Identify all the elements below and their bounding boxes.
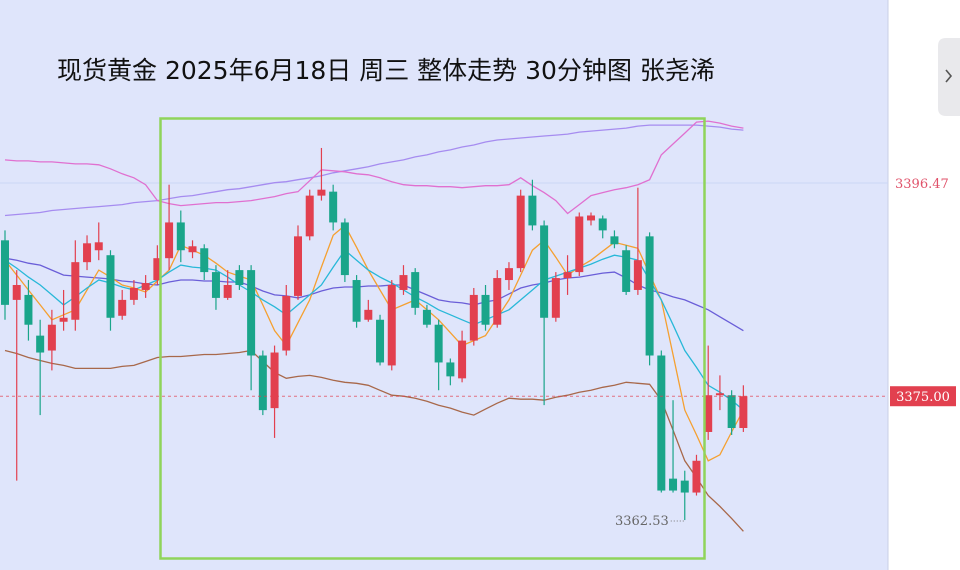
candle-body	[211, 272, 220, 298]
last-price-label: 3375.00	[896, 390, 950, 405]
candle-body	[434, 324, 443, 363]
candle-body	[24, 294, 33, 325]
candle-body	[47, 324, 56, 351]
candle-body	[715, 393, 724, 396]
candle-body	[551, 278, 560, 318]
low-label: 3362.53	[615, 514, 669, 529]
candle-body	[106, 255, 115, 318]
candle-body	[657, 355, 666, 491]
candle-body	[422, 309, 431, 325]
candle-body	[680, 480, 689, 493]
candle-body	[481, 294, 490, 325]
candle-body	[540, 225, 549, 318]
candle-body	[563, 272, 572, 279]
indicator-line	[4, 124, 744, 217]
candle-body	[692, 460, 701, 493]
candle-body	[235, 270, 244, 285]
candle-body	[622, 250, 631, 292]
candle-body	[704, 395, 713, 432]
candle-body	[188, 246, 197, 253]
candle-body	[364, 309, 373, 320]
candle-body	[516, 195, 525, 269]
candle-body	[528, 195, 537, 226]
candle-body	[258, 355, 267, 411]
candle-body	[575, 216, 584, 273]
highlight-box	[159, 117, 706, 560]
collapse-tab[interactable]	[938, 38, 960, 116]
candle-body	[141, 283, 150, 290]
candle-body	[727, 395, 736, 428]
tab-background[interactable]	[938, 38, 960, 116]
plot-background	[0, 0, 888, 570]
candle-body	[633, 260, 642, 290]
candle-body	[305, 195, 314, 237]
candle-body	[387, 285, 396, 366]
candle-body	[469, 294, 478, 341]
candle-body	[282, 295, 291, 351]
candle-body	[59, 317, 68, 322]
plot	[0, 120, 888, 532]
candle-body	[83, 243, 92, 263]
candle-body	[129, 287, 138, 300]
candle-body	[645, 236, 654, 356]
indicator-line	[4, 349, 744, 532]
candle-body	[399, 275, 408, 290]
candle-body	[411, 272, 420, 308]
candle-body	[200, 248, 209, 273]
candle-body	[294, 236, 302, 296]
candle-body	[118, 299, 127, 316]
candle-body	[446, 362, 455, 377]
candle-body	[1, 240, 9, 305]
candle-body	[739, 396, 748, 428]
candle-body	[587, 215, 595, 221]
last-price-box	[890, 386, 956, 407]
candle-body	[376, 319, 385, 363]
candle-body	[340, 222, 349, 276]
candle-body	[12, 285, 21, 300]
chart-title: 现货黄金 2025年6月18日 周三 整体走势 30分钟图 张尧浠	[57, 56, 715, 85]
candle-body	[165, 222, 174, 259]
candle-body	[94, 242, 103, 251]
candle-body	[317, 189, 326, 196]
candle-body	[598, 218, 607, 231]
candle-body	[493, 278, 502, 325]
candle-body	[247, 270, 256, 356]
indicator-line	[4, 249, 744, 411]
candle-body	[610, 236, 619, 245]
candle-body	[458, 340, 467, 379]
indicator-line	[4, 257, 744, 332]
candle-body	[176, 222, 185, 251]
candle-body	[504, 268, 513, 281]
tab-arrow[interactable]	[945, 69, 953, 83]
candle-body	[270, 352, 279, 409]
candle-body	[153, 258, 162, 281]
candle-body	[669, 478, 678, 491]
indicator-line	[4, 224, 744, 462]
candle-body	[36, 335, 45, 353]
y-tick-label: 3396.47	[895, 177, 949, 192]
candle-body	[352, 280, 361, 322]
candle-body	[329, 191, 338, 223]
candle-body	[71, 262, 80, 320]
indicator-line	[4, 120, 744, 215]
candle-body	[223, 285, 232, 298]
